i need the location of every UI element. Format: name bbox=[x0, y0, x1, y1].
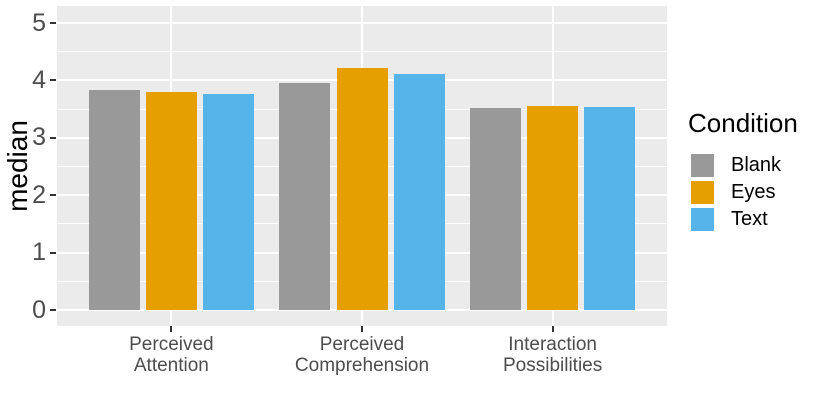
y-tick-mark bbox=[50, 22, 56, 24]
legend-item-text: Text bbox=[688, 208, 798, 231]
legend-items: Blank Eyes Text bbox=[688, 154, 798, 231]
y-tick-label: 4 bbox=[32, 65, 46, 94]
y-tick-label: 5 bbox=[32, 8, 46, 37]
y-tick-mark bbox=[50, 309, 56, 311]
bar-blank bbox=[279, 82, 331, 310]
bar-eyes bbox=[527, 105, 579, 310]
x-tick-label: Interaction Possibilities bbox=[502, 334, 603, 376]
bar-text bbox=[584, 107, 636, 310]
y-tick-label: 0 bbox=[32, 295, 46, 324]
y-tick-label: 2 bbox=[32, 180, 46, 209]
x-tick-mark bbox=[170, 326, 173, 332]
x-tick-mark bbox=[551, 326, 554, 332]
bar-eyes bbox=[145, 91, 197, 310]
legend-label: Text bbox=[731, 208, 768, 230]
y-axis-title: median bbox=[2, 0, 34, 332]
bar-blank bbox=[88, 90, 140, 310]
legend-label: Blank bbox=[731, 154, 782, 176]
legend-swatch-blank bbox=[691, 154, 714, 177]
bar-blank bbox=[469, 107, 521, 310]
legend-title: Condition bbox=[688, 108, 798, 138]
legend-label: Eyes bbox=[731, 181, 776, 203]
legend-swatch-eyes bbox=[691, 181, 714, 204]
bar-text bbox=[203, 94, 255, 310]
x-tick-label: Perceived Comprehension bbox=[294, 334, 430, 376]
legend-item-blank: Blank bbox=[688, 154, 798, 177]
bar-text bbox=[393, 74, 445, 310]
y-tick-label: 1 bbox=[32, 238, 46, 267]
plot-panel bbox=[57, 6, 667, 326]
x-tick-mark bbox=[361, 326, 363, 332]
y-tick-label: 3 bbox=[32, 123, 46, 152]
y-tick-mark bbox=[50, 251, 56, 254]
legend-item-eyes: Eyes bbox=[688, 181, 798, 204]
x-tick-label: Perceived Attention bbox=[129, 334, 214, 376]
y-tick-mark bbox=[50, 194, 56, 197]
legend: Condition Blank Eyes Text bbox=[688, 108, 798, 235]
y-tick-mark bbox=[50, 79, 56, 82]
bar-eyes bbox=[336, 67, 388, 310]
legend-swatch-text bbox=[691, 208, 714, 231]
y-tick-mark bbox=[50, 136, 56, 139]
